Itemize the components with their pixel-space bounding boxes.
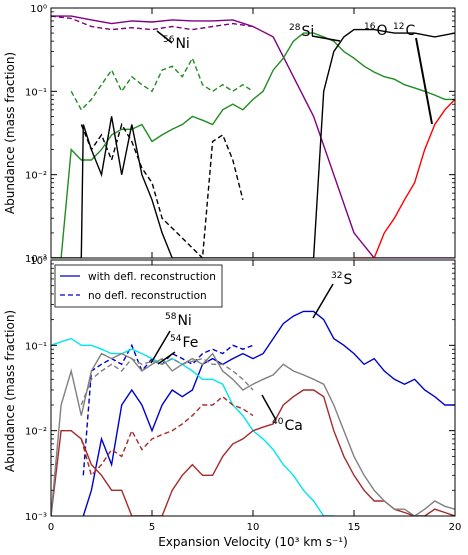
series-s32-solid-line [82, 310, 455, 516]
x-tick-label: 5 [149, 522, 155, 533]
si28-label: 28Si [289, 23, 314, 40]
y-tick-label: 10⁻³ [25, 254, 47, 265]
x-tick-label: 20 [449, 522, 462, 533]
fe54-pointer [157, 351, 176, 365]
series-fe54-dashed-line [80, 357, 254, 406]
series-si28-solid-line [51, 32, 455, 258]
series-s32-dashed-line [82, 343, 254, 476]
si28-pointer [311, 35, 341, 42]
bottom-y-axis-label: Abundance (mass fraction) [3, 310, 17, 472]
legend-entry-without: no defl. reconstruction [88, 290, 207, 302]
y-tick-label: 10⁰ [30, 256, 47, 267]
x-tick-label: 0 [48, 522, 54, 533]
bottom-y-ticks: 10⁻³ 10⁻² 10⁻¹ 10⁰ [25, 256, 456, 523]
ni58-pointer [150, 330, 171, 364]
ni56-label: 56Ni [163, 35, 190, 52]
y-tick-label: 10⁻¹ [25, 341, 47, 352]
o16-label: 16O [364, 22, 387, 39]
bottom-panel: 10⁻³ 10⁻² 10⁻¹ 10⁰ 0 5 10 15 20 Abundance (mass… [3, 256, 461, 549]
series-ni58-solid-line [51, 337, 334, 516]
top-panel: 10⁻³ 10⁻² 10⁻¹ 10⁰ Abundance (mass fraction… [3, 4, 456, 265]
series-o16-dashed-line [80, 122, 244, 258]
series-fe54-solid-line [51, 352, 455, 516]
x-tick-label: 15 [348, 522, 361, 533]
y-tick-label: 10⁰ [30, 4, 47, 15]
s32-pointer [312, 283, 334, 319]
top-y-axis-label: Abundance (mass fraction) [3, 52, 17, 214]
c12-pointer [415, 37, 433, 125]
x-axis-label: Expansion Velocity (10³ km s⁻¹) [158, 535, 348, 549]
y-tick-label: 10⁻² [25, 171, 47, 182]
y-tick-label: 10⁻³ [25, 512, 47, 523]
bottom-series-group [51, 310, 455, 516]
series-ni56-solid-line [51, 15, 455, 258]
s32-label: 32S [331, 271, 352, 288]
ca40-pointer [261, 394, 277, 421]
ni58-label: 58Ni [165, 312, 192, 329]
series-o16-solid-line [51, 28, 455, 258]
series-ni56-dashed-line [51, 15, 254, 31]
x-ticks: 0 5 10 15 20 [48, 522, 462, 533]
legend-box [54, 264, 223, 308]
series-c12-solid-line [354, 98, 455, 258]
series-si28-dashed-line [70, 56, 254, 111]
ni56-pointer [156, 30, 173, 44]
top-y-ticks: 10⁻³ 10⁻² 10⁻¹ 10⁰ [25, 4, 456, 265]
y-tick-label: 10⁻¹ [25, 87, 47, 98]
ca40-label: 40Ca [272, 417, 303, 434]
x-tick-label: 10 [247, 522, 260, 533]
y-tick-label: 10⁻² [25, 427, 47, 438]
top-series-group [51, 15, 455, 258]
c12-label: 12C [393, 22, 415, 39]
fe54-label: 54Fe [170, 334, 198, 351]
legend-entry-with: with defl. reconstruction [88, 271, 216, 283]
legend: with defl. reconstruction no defl. recon… [54, 264, 223, 308]
series-ca40-dashed-line [80, 395, 254, 477]
